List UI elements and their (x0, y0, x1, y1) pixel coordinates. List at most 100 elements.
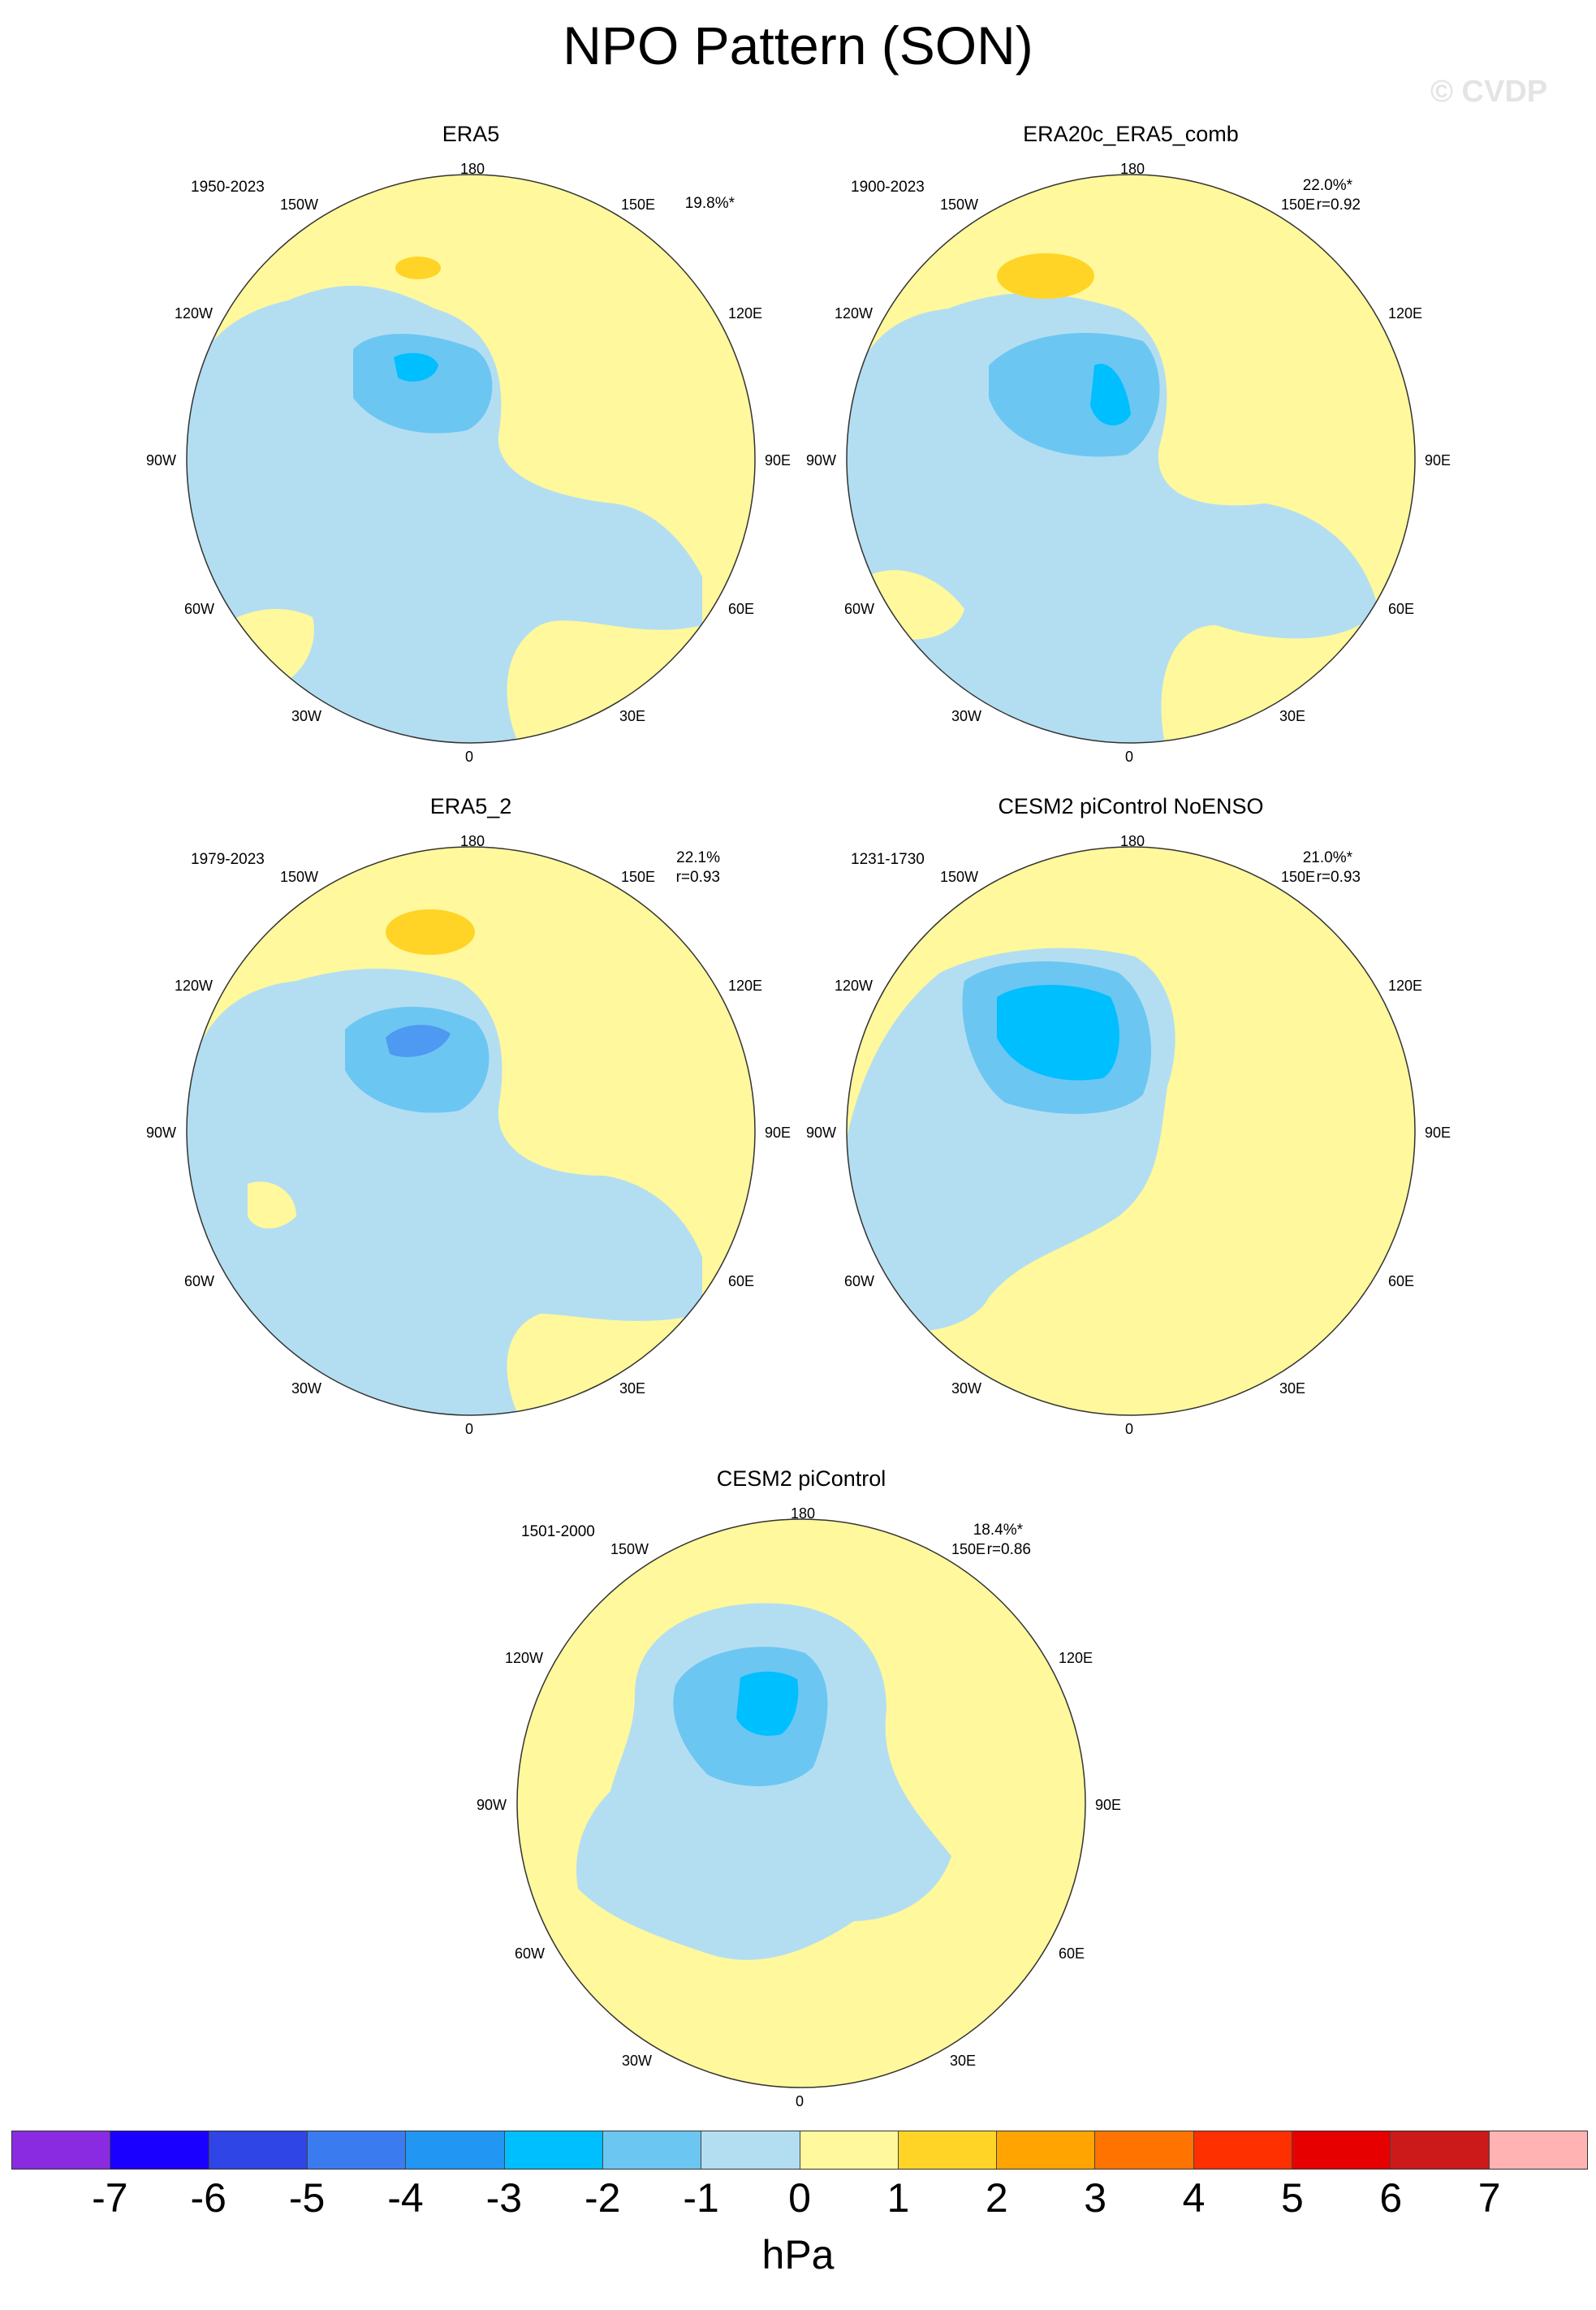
lon-label: 30E (619, 1380, 646, 1397)
lon-label: 120W (175, 978, 214, 994)
lon-label: 90E (1425, 452, 1451, 468)
positive-field-asia (642, 362, 753, 528)
lon-label: 120E (728, 305, 763, 322)
lon-label: 150E (621, 196, 656, 213)
lon-label: 60E (1388, 1273, 1415, 1289)
period-label: 1501-2000 (521, 1523, 595, 1540)
colorbar-cell (209, 2131, 308, 2169)
lon-label: 120E (728, 978, 763, 994)
map-panel-cesm2-noenso: CESM2 piControl NoENSO 1231-1730 21.0%* … (778, 794, 1484, 1460)
figure-title: NPO Pattern (SON) (563, 15, 1033, 76)
lon-label: 0 (465, 749, 474, 765)
lon-label: 180 (460, 833, 485, 849)
lon-label: 150W (610, 1541, 649, 1557)
map-panel-era5: ERA5 1950-2023 19.8%* 180 150W 150E 120W… (118, 122, 824, 788)
lon-label: 90E (1095, 1797, 1122, 1813)
lon-label: 30W (951, 1380, 982, 1397)
colorbar-cell (12, 2131, 111, 2169)
lon-label: 90E (765, 452, 792, 468)
panel-title: CESM2 piControl (716, 1466, 886, 1491)
lon-label: 30E (1279, 1380, 1306, 1397)
negative-core (353, 334, 493, 434)
lon-label: 90W (806, 1125, 837, 1141)
polar-map (516, 1518, 1086, 2088)
panel-title: ERA20c_ERA5_comb (1023, 122, 1239, 146)
lon-label: 60W (844, 601, 875, 617)
negative-field-ne (1232, 175, 1415, 211)
panel-title: CESM2 piControl NoENSO (998, 794, 1264, 818)
colorbar-cell (1095, 2131, 1194, 2169)
lon-label: 60W (184, 601, 215, 617)
colorbar-tick-label: 4 (1182, 2175, 1206, 2221)
colorbar-cell (406, 2131, 505, 2169)
colorbar-cell (701, 2131, 800, 2169)
lon-label: 30W (291, 1380, 322, 1397)
lon-label: 60E (728, 1273, 755, 1289)
lon-label: 150W (280, 869, 319, 885)
lon-label: 0 (1125, 749, 1134, 765)
colorbar-cell (504, 2131, 603, 2169)
lon-label: 30W (951, 708, 982, 724)
colorbar-tick-label: 0 (788, 2175, 811, 2221)
period-label: 1979-2023 (191, 851, 265, 868)
lon-label: 120E (1388, 305, 1423, 322)
lon-label: 180 (791, 1505, 816, 1522)
lon-label: 150E (621, 869, 656, 885)
lon-label: 90E (1425, 1125, 1451, 1141)
lon-label: 120E (1059, 1650, 1093, 1666)
negative-core (345, 1006, 490, 1113)
negative-field (187, 969, 702, 1415)
polar-map (846, 846, 1416, 1416)
period-label: 1231-1730 (851, 851, 925, 868)
polar-map (186, 846, 756, 1416)
colorbar-cell (602, 2131, 702, 2169)
lon-label: 180 (1120, 833, 1145, 849)
lon-label: 30W (622, 2053, 653, 2069)
negative-field (847, 293, 1378, 743)
variance-label: 19.8%* (684, 195, 735, 212)
panel-title: ERA5_2 (429, 794, 512, 818)
negative-center (386, 1025, 451, 1057)
polar-map (846, 174, 1416, 744)
colorbar-tick-label: -4 (387, 2175, 424, 2221)
polar-map (186, 174, 756, 744)
lon-label: 120W (835, 305, 873, 322)
colorbar-tick-label: 2 (985, 2175, 1008, 2221)
lon-label: 150W (940, 869, 979, 885)
lon-label: 120W (175, 305, 214, 322)
positive-field-asia (642, 1047, 753, 1208)
lon-label: 150E (1281, 869, 1316, 885)
lon-label: 60W (515, 1945, 546, 1962)
negative-center (997, 985, 1119, 1081)
map-panel-cesm2: CESM2 piControl 1501-2000 18.4%* r=0.86 … (448, 1466, 1154, 2132)
colorbar-cell (1391, 2131, 1490, 2169)
lon-label: 120W (505, 1650, 544, 1666)
lon-label: 60E (728, 601, 755, 617)
period-label: 1900-2023 (851, 179, 925, 196)
lon-label: 30E (619, 708, 646, 724)
lon-label: 120E (1388, 978, 1423, 994)
positive-core (395, 257, 441, 279)
negative-field-ne (1297, 847, 1415, 892)
lon-label: 60W (184, 1273, 215, 1289)
period-label: 1950-2023 (191, 179, 265, 196)
negative-center (394, 352, 438, 382)
colorbar-tick-label: 3 (1084, 2175, 1107, 2221)
lon-label: 0 (465, 1421, 474, 1437)
colorbar (11, 2131, 1588, 2170)
colorbar-cell (1292, 2131, 1391, 2169)
lon-label: 30E (1279, 708, 1306, 724)
colorbar-tick-label: -5 (288, 2175, 326, 2221)
lon-label: 150E (1281, 196, 1316, 213)
negative-field-ne (582, 175, 755, 213)
colorbar-tick-label: -2 (584, 2175, 621, 2221)
colorbar-cell (307, 2131, 407, 2169)
positive-field-atlantic (248, 1181, 296, 1228)
colorbar-tick-label: -7 (92, 2175, 128, 2221)
lon-label: 180 (1120, 161, 1145, 177)
lon-label: 30W (291, 708, 322, 724)
colorbar-cell (1489, 2131, 1587, 2169)
colorbar-tick-label: -3 (485, 2175, 523, 2221)
correlation-label: r=0.93 (1316, 869, 1361, 886)
positive-core (386, 909, 475, 955)
